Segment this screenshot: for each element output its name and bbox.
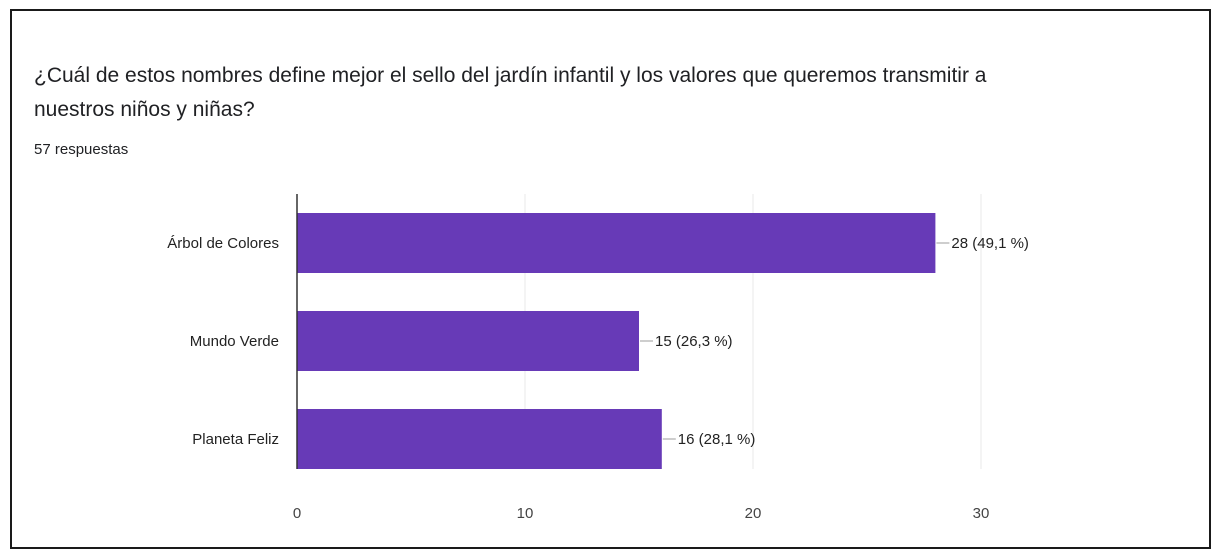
x-tick-label: 10 — [517, 505, 534, 522]
response-count: 57 respuestas — [34, 141, 129, 158]
category-label: Mundo Verde — [190, 333, 279, 350]
data-label: 15 (26,3 %) — [655, 333, 733, 350]
bar-chart: 0 10 20 30 Árbol de Colores 28 (49,1 %) Mundo … — [167, 194, 1029, 522]
x-tick-label: 0 — [293, 505, 301, 522]
bar — [297, 213, 936, 273]
x-tick-label: 30 — [973, 505, 990, 522]
bar — [297, 409, 662, 469]
category-label: Árbol de Colores — [167, 235, 279, 252]
response-summary-card: ¿Cuál de estos nombres define mejor el s… — [10, 9, 1211, 549]
data-label: 16 (28,1 %) — [678, 431, 756, 448]
x-tick-label: 20 — [745, 505, 762, 522]
question-title: ¿Cuál de estos nombres define mejor el s… — [34, 64, 987, 121]
bar — [297, 311, 639, 371]
data-label: 28 (49,1 %) — [951, 235, 1029, 252]
category-label: Planeta Feliz — [192, 431, 279, 448]
